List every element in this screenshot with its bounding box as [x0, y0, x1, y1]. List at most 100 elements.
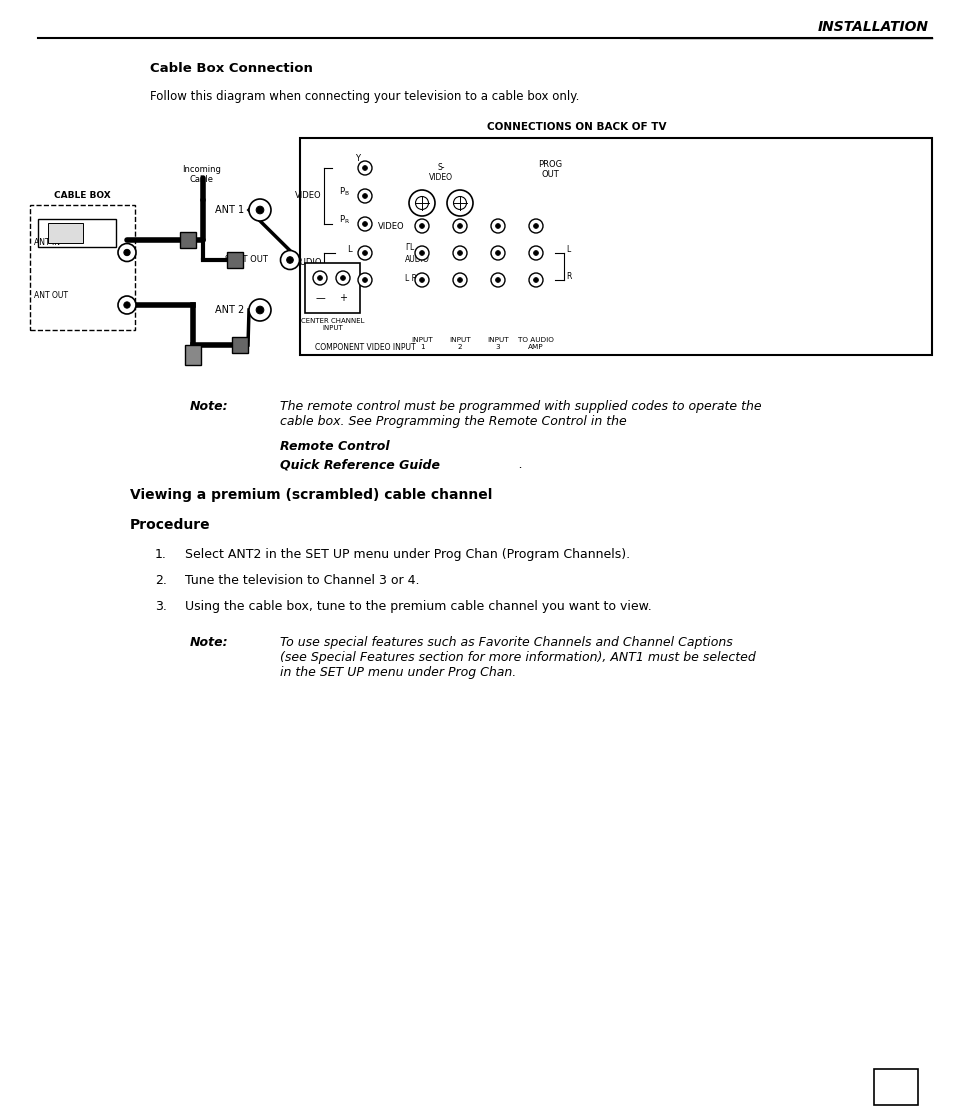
Text: ANT 1: ANT 1	[214, 205, 244, 215]
Text: $\mathregular{P_R}$: $\mathregular{P_R}$	[338, 214, 350, 226]
Text: 3.: 3.	[154, 600, 167, 613]
Text: VIDEO: VIDEO	[378, 222, 405, 231]
Circle shape	[357, 273, 372, 287]
Circle shape	[457, 251, 462, 255]
Bar	[48, 223, 83, 243]
Circle shape	[362, 278, 367, 282]
Circle shape	[256, 206, 264, 214]
Circle shape	[419, 223, 424, 229]
Circle shape	[491, 219, 504, 233]
Text: L: L	[565, 244, 570, 253]
Circle shape	[362, 222, 367, 226]
Text: R: R	[565, 271, 571, 281]
Circle shape	[317, 275, 322, 281]
Text: PROG
OUT: PROG OUT	[537, 159, 561, 180]
Circle shape	[357, 217, 372, 231]
Bar	[30, 205, 135, 330]
Circle shape	[249, 299, 271, 321]
Circle shape	[419, 251, 424, 255]
Text: ANT IN: ANT IN	[34, 239, 60, 248]
Text: S-
VIDEO: S- VIDEO	[429, 163, 453, 183]
Text: Y: Y	[355, 154, 360, 163]
Circle shape	[533, 278, 537, 282]
Text: COMPONENT VIDEO INPUT: COMPONENT VIDEO INPUT	[314, 343, 415, 352]
Circle shape	[280, 251, 299, 270]
Circle shape	[118, 243, 136, 262]
Circle shape	[529, 219, 542, 233]
Text: 2.: 2.	[154, 574, 167, 586]
Text: 1.: 1.	[154, 547, 167, 561]
Circle shape	[362, 194, 367, 198]
Circle shape	[286, 256, 293, 263]
Bar	[232, 337, 248, 353]
Bar	[38, 219, 116, 248]
Circle shape	[357, 161, 372, 175]
Circle shape	[419, 278, 424, 282]
Circle shape	[415, 273, 429, 287]
Circle shape	[453, 219, 467, 233]
Circle shape	[453, 196, 466, 210]
Text: $\mathregular{P_B}$: $\mathregular{P_B}$	[339, 186, 350, 198]
Circle shape	[409, 190, 435, 216]
Text: L R: L R	[405, 274, 416, 283]
Text: AUDIO: AUDIO	[405, 255, 429, 264]
Text: To use special features such as Favorite Channels and Channel Captions
(see Spec: To use special features such as Favorite…	[280, 636, 755, 679]
Text: INPUT
3: INPUT 3	[487, 337, 508, 350]
Text: Viewing a premium (scrambled) cable channel: Viewing a premium (scrambled) cable chan…	[130, 488, 492, 502]
Circle shape	[495, 278, 500, 282]
Text: Tune the television to Channel 3 or 4.: Tune the television to Channel 3 or 4.	[185, 574, 419, 586]
Text: INSTALLATION: INSTALLATION	[817, 20, 928, 33]
Circle shape	[335, 271, 350, 285]
Circle shape	[124, 250, 130, 255]
Text: Note:: Note:	[190, 400, 229, 413]
Text: 7: 7	[891, 1078, 900, 1092]
Text: AUDIO: AUDIO	[294, 258, 322, 266]
Text: CONNECTIONS ON BACK OF TV: CONNECTIONS ON BACK OF TV	[487, 122, 666, 132]
Bar	[180, 232, 195, 248]
Circle shape	[533, 223, 537, 229]
Bar	[185, 345, 201, 365]
Text: +: +	[338, 293, 347, 303]
Text: Quick Reference Guide: Quick Reference Guide	[280, 458, 439, 471]
Bar	[873, 1069, 917, 1105]
Text: TO AUDIO
AMP: TO AUDIO AMP	[517, 337, 554, 350]
Circle shape	[362, 165, 367, 171]
Text: Remote Control: Remote Control	[280, 440, 389, 453]
Text: Cable Box Connection: Cable Box Connection	[150, 62, 313, 75]
Text: CENTER CHANNEL
INPUT: CENTER CHANNEL INPUT	[300, 318, 364, 331]
Text: Using the cable box, tune to the premium cable channel you want to view.: Using the cable box, tune to the premium…	[185, 600, 651, 613]
Text: .: .	[517, 458, 521, 471]
Circle shape	[249, 198, 271, 221]
Circle shape	[256, 307, 264, 313]
Text: ANT 2: ANT 2	[214, 306, 244, 316]
Circle shape	[529, 246, 542, 260]
Text: Note:: Note:	[190, 636, 229, 649]
Text: The remote control must be programmed with supplied codes to operate the
cable b: The remote control must be programmed wi…	[280, 400, 760, 428]
Circle shape	[495, 223, 500, 229]
Text: VIDEO: VIDEO	[295, 192, 322, 201]
Circle shape	[529, 273, 542, 287]
Text: SPLIT OUT: SPLIT OUT	[225, 255, 268, 264]
Circle shape	[415, 246, 429, 260]
Text: Procedure: Procedure	[130, 518, 211, 532]
Text: $\Gamma$L: $\Gamma$L	[405, 241, 415, 252]
Text: Follow this diagram when connecting your television to a cable box only.: Follow this diagram when connecting your…	[150, 90, 578, 103]
Circle shape	[357, 190, 372, 203]
Text: CABLE BOX: CABLE BOX	[54, 191, 111, 200]
Circle shape	[118, 295, 136, 314]
Text: R: R	[346, 271, 352, 281]
Circle shape	[357, 246, 372, 260]
Text: L: L	[347, 244, 352, 253]
Text: Incoming
Cable: Incoming Cable	[182, 165, 221, 184]
Text: —: —	[314, 293, 325, 303]
Circle shape	[457, 223, 462, 229]
Text: INPUT
2: INPUT 2	[449, 337, 471, 350]
Circle shape	[447, 190, 473, 216]
Circle shape	[453, 273, 467, 287]
Circle shape	[416, 196, 428, 210]
Circle shape	[415, 219, 429, 233]
Circle shape	[313, 271, 327, 285]
Circle shape	[495, 251, 500, 255]
Circle shape	[453, 246, 467, 260]
Circle shape	[362, 251, 367, 255]
